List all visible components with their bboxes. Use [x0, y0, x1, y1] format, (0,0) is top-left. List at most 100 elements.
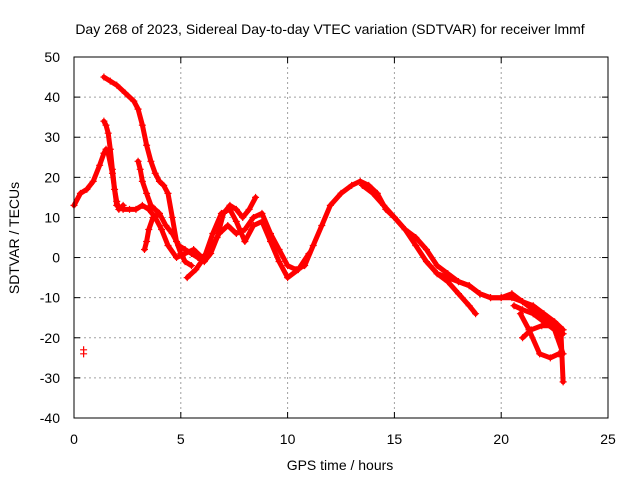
data-point [183, 274, 191, 282]
data-point [559, 350, 567, 358]
data-point [390, 213, 398, 221]
x-axis-label: GPS time / hours [287, 457, 394, 473]
data-point [173, 254, 181, 262]
data-point [102, 121, 110, 129]
data-point [454, 278, 462, 286]
data-point [422, 258, 430, 266]
data-point [510, 302, 518, 310]
x-tick-label: 5 [177, 431, 185, 447]
data-point [444, 270, 452, 278]
data-point [401, 225, 409, 233]
data-point [134, 105, 142, 113]
data-point [175, 242, 183, 250]
data-point [106, 145, 114, 153]
data-point [121, 89, 129, 97]
data-point [187, 262, 195, 270]
data-point [380, 201, 388, 209]
x-tick-label: 10 [280, 431, 296, 447]
data-point [104, 129, 112, 137]
data-point [546, 354, 554, 362]
series-branch-5 [359, 182, 566, 337]
data-point [76, 189, 84, 197]
series-branch-2 [135, 158, 259, 265]
data-point [412, 242, 420, 250]
data-point [232, 229, 240, 237]
y-tick-label: 10 [44, 209, 60, 225]
data-point [181, 246, 189, 254]
y-tick-label: 30 [44, 129, 60, 145]
data-point [433, 270, 441, 278]
data-point [151, 205, 159, 213]
x-tick-label: 25 [600, 431, 616, 447]
data-point [164, 242, 172, 250]
y-tick-label: -40 [40, 410, 60, 426]
data-point [508, 294, 516, 302]
y-tick-label: 20 [44, 169, 60, 185]
data-point [140, 246, 148, 254]
data-point [143, 141, 151, 149]
data-point [209, 229, 217, 237]
data-point [136, 165, 144, 173]
data-point [465, 282, 473, 290]
y-tick-label: -20 [40, 330, 60, 346]
data-point [113, 81, 121, 89]
data-point [232, 205, 240, 213]
data-point [422, 246, 430, 254]
data-point [239, 213, 247, 221]
data-point [224, 221, 232, 229]
data-point [309, 242, 317, 250]
y-axis-label: SDTVAR / TECUs [6, 182, 22, 294]
data-point [337, 189, 345, 197]
data-point [217, 209, 225, 217]
y-tick-label: 0 [52, 250, 60, 266]
data-point [160, 181, 168, 189]
data-point [106, 77, 114, 85]
data-point [192, 266, 200, 274]
data-point [249, 213, 257, 221]
data-point [241, 225, 249, 233]
axes: 0 5 10 15 20 25 -40 -30 -20 -10 0 10 20 30 40 50 [40, 49, 616, 447]
data-point [241, 238, 249, 246]
data-point [168, 229, 176, 237]
gridlines [74, 57, 608, 418]
outlier-point [80, 350, 88, 358]
data-point [356, 177, 364, 185]
data-point [294, 266, 302, 274]
data-point [164, 189, 172, 197]
data-point [529, 310, 537, 318]
data-point [100, 117, 108, 125]
data-point [83, 185, 91, 193]
data-point [318, 221, 326, 229]
data-point [145, 205, 153, 213]
data-point [113, 197, 121, 205]
data-point [89, 177, 97, 185]
data-point [100, 73, 108, 81]
data-point [168, 213, 176, 221]
data-point [232, 217, 240, 225]
plot-frame [73, 56, 609, 419]
data-point [472, 310, 480, 318]
data-point [465, 302, 473, 310]
data-point [249, 221, 257, 229]
data-point [497, 294, 505, 302]
data-point [557, 330, 565, 338]
chart-title: Day 268 of 2023, Sidereal Day-to-day VTE… [75, 21, 584, 37]
data-point [138, 201, 146, 209]
data-point [181, 258, 189, 266]
data-point [226, 205, 234, 213]
data-point [126, 205, 134, 213]
data-point [540, 318, 548, 326]
data-point [187, 250, 195, 258]
y-tick-label: -30 [40, 370, 60, 386]
data-point [155, 177, 163, 185]
data-point [143, 238, 151, 246]
y-tick-label: 50 [44, 49, 60, 65]
plot-area [70, 73, 567, 386]
x-tick-label: 20 [493, 431, 509, 447]
data-point [190, 246, 198, 254]
data-point [305, 250, 313, 258]
data-point [284, 262, 292, 270]
data-point [284, 274, 292, 282]
data-point [147, 157, 155, 165]
data-point [519, 306, 527, 314]
